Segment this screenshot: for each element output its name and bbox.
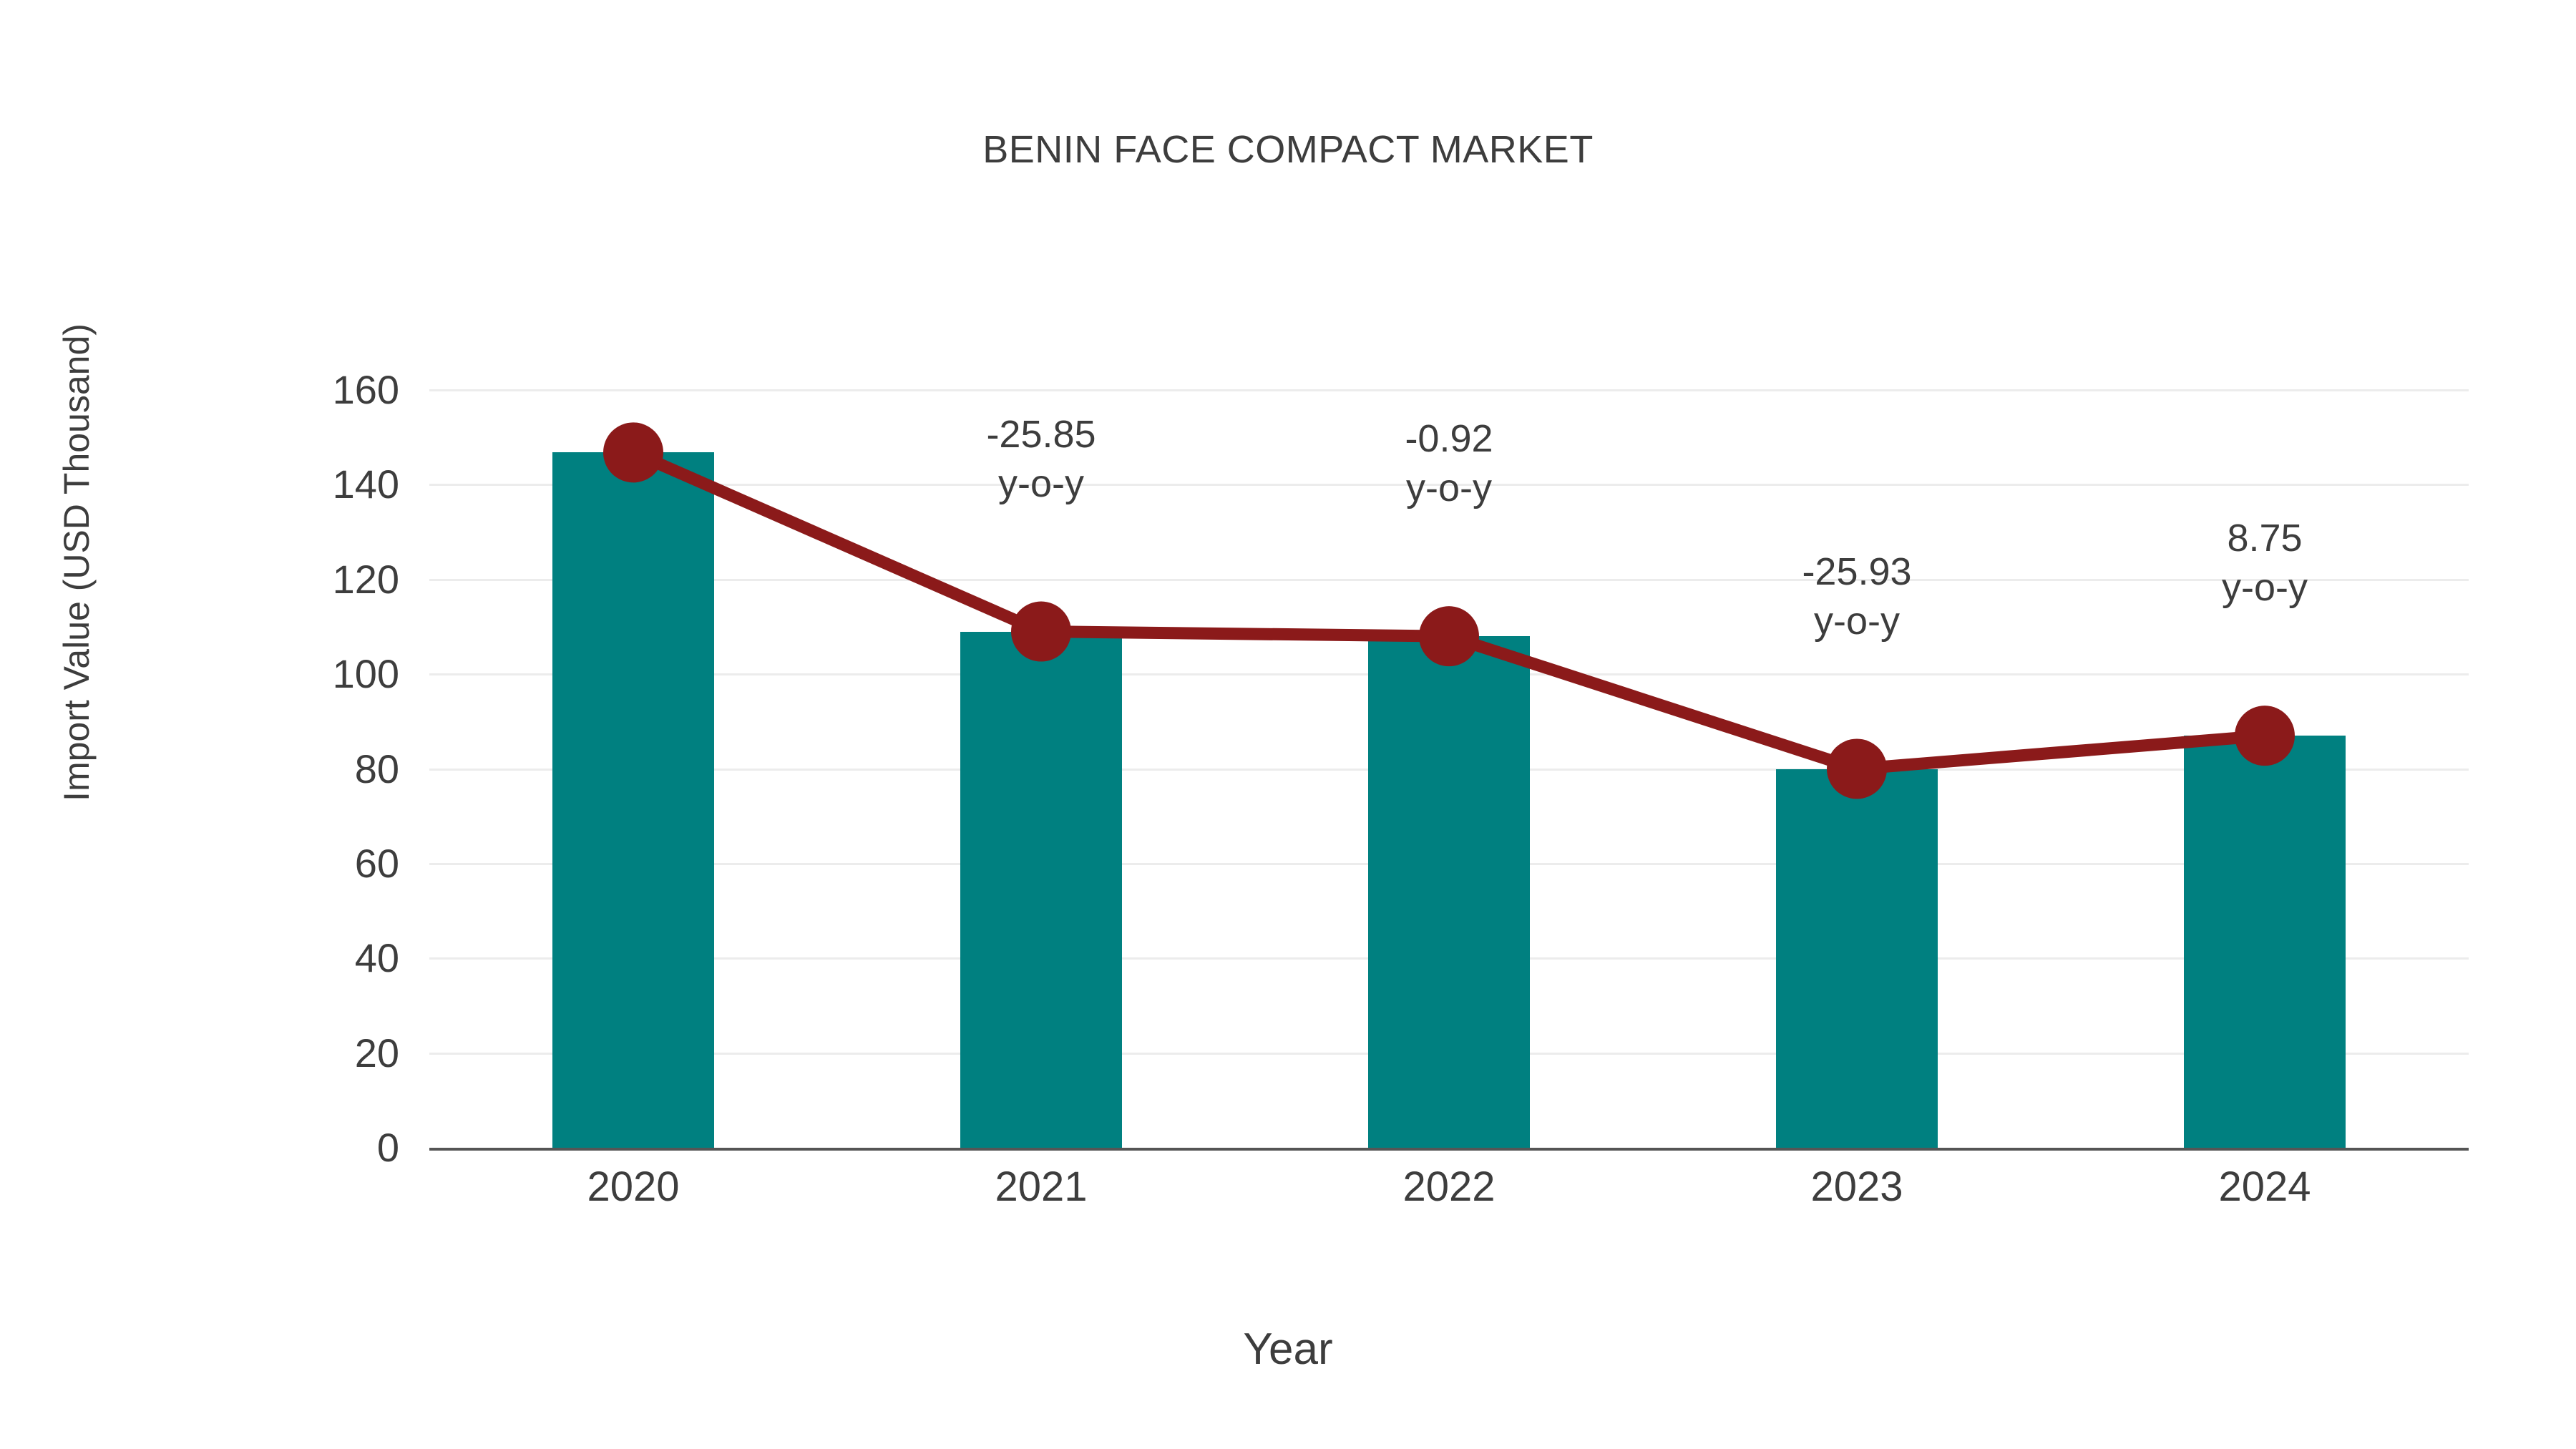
- yoy-annotation-caption: y-o-y: [2222, 566, 2308, 610]
- yoy-annotation-caption: y-o-y: [1814, 599, 1900, 643]
- yoy-annotation-value: -0.92: [1405, 417, 1493, 461]
- y-axis-tick-label: 100: [332, 651, 399, 697]
- y-axis-tick-label: 120: [332, 556, 399, 602]
- bar-2022: [1368, 636, 1530, 1148]
- yoy-annotation-2022: -0.92 y-o-y: [1405, 414, 1493, 513]
- bar-2024: [2184, 736, 2346, 1148]
- x-axis-tick-label-2023: 2023: [1810, 1163, 1903, 1210]
- y-axis-title: Import Value (USD Thousand): [57, 323, 97, 801]
- y-axis-tick-label: 80: [354, 746, 399, 791]
- yoy-annotation-2021: -25.85 y-o-y: [986, 410, 1096, 509]
- gridline: [429, 389, 2469, 391]
- page-title: BENIN FACE COMPACT MARKET: [982, 128, 1594, 171]
- x-axis-line: [429, 1148, 2469, 1151]
- plot-area: [429, 389, 2469, 1151]
- x-axis-title: Year: [1243, 1324, 1333, 1374]
- y-axis-tick-label: 140: [332, 462, 399, 507]
- yoy-annotation-value: -25.85: [986, 412, 1096, 456]
- bar-2020: [552, 452, 714, 1148]
- yoy-annotation-value: 8.75: [2227, 517, 2303, 560]
- yoy-annotation-value: -25.93: [1802, 550, 1912, 593]
- data-point-marker-2020: [603, 422, 663, 483]
- line-series: [603, 422, 2295, 799]
- data-point-marker-2023: [1827, 738, 1887, 799]
- y-axis-tick-labels: 0 20 40 60 80 100 120 140 160: [200, 370, 415, 1168]
- yoy-annotation-caption: y-o-y: [998, 462, 1084, 505]
- data-point-marker-2024: [2235, 706, 2295, 766]
- gridline: [429, 578, 2469, 581]
- y-axis-tick-label: 0: [376, 1125, 399, 1170]
- data-point-marker-2021: [1011, 601, 1071, 662]
- x-axis-tick-label-2022: 2022: [1402, 1163, 1496, 1210]
- y-axis-tick-label: 40: [354, 935, 399, 981]
- bar-2021: [960, 631, 1122, 1148]
- x-axis-tick-label-2024: 2024: [2218, 1163, 2311, 1210]
- gridline: [429, 484, 2469, 487]
- bar-2023: [1776, 769, 1938, 1148]
- x-axis-tick-label-2021: 2021: [995, 1163, 1088, 1210]
- yoy-annotation-2023: -25.93 y-o-y: [1802, 547, 1911, 646]
- x-axis-tick-labels: 2020 2021 2022 2023 2024: [429, 1163, 2469, 1241]
- y-axis-tick-label: 20: [354, 1030, 399, 1075]
- yoy-annotation-2024: 8.75 y-o-y: [2222, 514, 2308, 613]
- data-point-marker-2022: [1419, 606, 1479, 667]
- yoy-annotation-caption: y-o-y: [1406, 467, 1492, 510]
- y-axis-tick-label: 160: [332, 367, 399, 412]
- x-axis-tick-label-2020: 2020: [587, 1163, 680, 1210]
- y-axis-tick-label: 60: [354, 840, 399, 886]
